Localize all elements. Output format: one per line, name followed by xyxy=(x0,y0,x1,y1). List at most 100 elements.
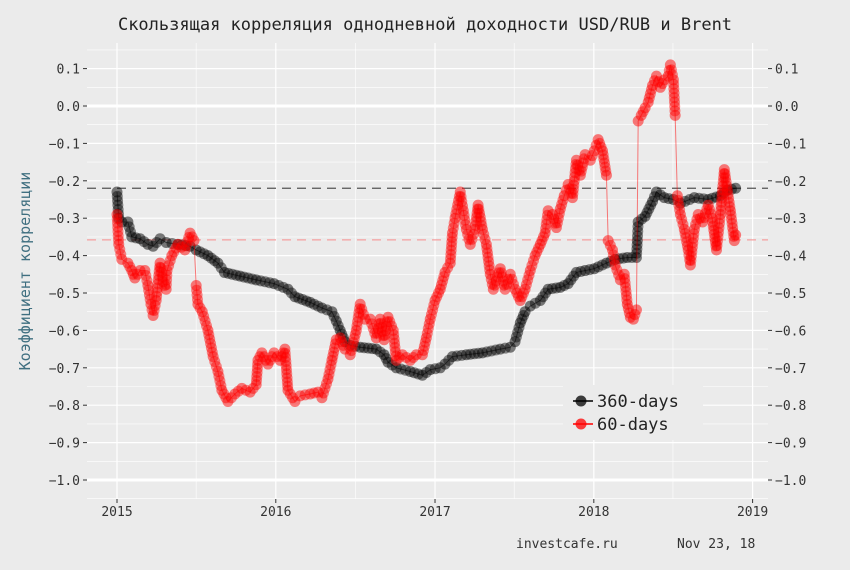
series-fill-point xyxy=(475,215,487,227)
y-tick-label-left: −0.4 xyxy=(49,250,80,265)
data-point xyxy=(434,283,446,295)
series-fill-point xyxy=(483,260,495,272)
y-tick-label-left: −1.0 xyxy=(49,474,80,489)
data-point xyxy=(274,354,286,366)
series-fill-point xyxy=(506,273,518,285)
data-point xyxy=(718,164,730,176)
series-fill-point xyxy=(668,87,680,99)
data-point xyxy=(460,223,472,235)
data-point xyxy=(509,336,521,348)
series-fill-point xyxy=(644,88,656,100)
series-fill-point xyxy=(418,340,430,352)
series-fill-point xyxy=(619,277,631,289)
series-fill-point xyxy=(161,274,173,286)
series-fill-point xyxy=(346,341,358,353)
y-axis-label: Коэффициент корреляции xyxy=(16,172,34,371)
data-point xyxy=(424,364,436,376)
data-point xyxy=(216,384,228,396)
series-fill-point xyxy=(540,223,552,235)
series-fill-point xyxy=(143,284,155,296)
series-fill-point xyxy=(123,221,135,233)
data-point xyxy=(330,315,342,327)
data-point xyxy=(724,205,736,217)
series-fill-point xyxy=(567,183,579,195)
series-fill-point xyxy=(180,240,192,252)
data-point xyxy=(446,351,458,363)
series-fill-point xyxy=(345,345,357,357)
data-point xyxy=(218,266,230,278)
series-fill-point xyxy=(255,275,267,287)
data-point xyxy=(460,349,472,361)
data-point xyxy=(207,351,219,363)
data-point xyxy=(190,244,202,256)
series-fill-point xyxy=(490,275,502,287)
series-fill-point xyxy=(686,246,698,258)
data-point xyxy=(424,313,436,325)
data-point xyxy=(621,298,633,310)
series-fill-point xyxy=(619,273,631,285)
series-fill-point xyxy=(620,281,632,293)
series-fill-point xyxy=(358,342,370,354)
series-fill-point xyxy=(319,382,331,394)
data-point xyxy=(464,238,476,250)
data-point xyxy=(667,74,679,86)
data-point xyxy=(294,390,306,402)
data-point xyxy=(602,235,614,247)
series-fill-point xyxy=(641,207,653,219)
data-point xyxy=(420,332,432,344)
series-fill-point xyxy=(522,274,534,286)
data-point xyxy=(268,278,280,290)
data-point xyxy=(111,186,123,198)
series-fill-point xyxy=(673,199,685,211)
series-fill-point xyxy=(445,249,457,261)
series-fill-point xyxy=(435,279,447,291)
series-fill-point xyxy=(482,251,494,263)
series-fill-point xyxy=(665,64,677,76)
series-fill-point xyxy=(112,199,124,211)
data-point xyxy=(487,283,499,295)
series-fill-point xyxy=(708,224,720,236)
y-tick-label-right: −0.9 xyxy=(775,437,806,452)
data-point xyxy=(387,324,399,336)
data-point xyxy=(579,265,591,277)
series-fill-point xyxy=(607,249,619,261)
series-fill-point xyxy=(597,149,609,161)
series-fill-point xyxy=(698,212,710,224)
series-fill-point xyxy=(445,244,457,256)
series-fill-point xyxy=(726,213,738,225)
data-point xyxy=(160,237,172,249)
series-fill-point xyxy=(445,240,457,252)
x-tick-label: 2015 xyxy=(101,505,132,520)
series-fill-point xyxy=(485,273,497,285)
data-point xyxy=(539,227,551,239)
series-fill-point xyxy=(632,225,644,237)
data-point xyxy=(621,251,633,263)
series-fill-point xyxy=(281,376,293,388)
data-point xyxy=(439,266,451,278)
data-point xyxy=(627,313,639,325)
data-point xyxy=(326,354,338,366)
data-point xyxy=(147,309,159,321)
series-fill-point xyxy=(259,276,271,288)
series-fill-point xyxy=(685,250,697,262)
data-point xyxy=(504,268,516,280)
y-tick-label-left: −0.6 xyxy=(49,324,80,339)
data-point xyxy=(669,109,681,121)
series-fill-point xyxy=(280,364,292,376)
series-60-days xyxy=(111,59,742,407)
series-fill-point xyxy=(718,172,730,184)
data-point xyxy=(364,313,376,325)
series-fill-point xyxy=(389,341,401,353)
series-fill-point xyxy=(481,346,493,358)
data-point xyxy=(688,223,700,235)
series-fill-point xyxy=(473,203,485,215)
data-point xyxy=(678,223,690,235)
y-tick-label-left: −0.8 xyxy=(49,399,80,414)
data-point xyxy=(304,296,316,308)
series-fill-point xyxy=(356,303,368,315)
series-fill-point xyxy=(726,218,738,230)
series-fill-point xyxy=(707,220,719,232)
series-fill-point xyxy=(372,323,384,335)
data-point xyxy=(730,229,742,241)
data-point xyxy=(684,259,696,271)
